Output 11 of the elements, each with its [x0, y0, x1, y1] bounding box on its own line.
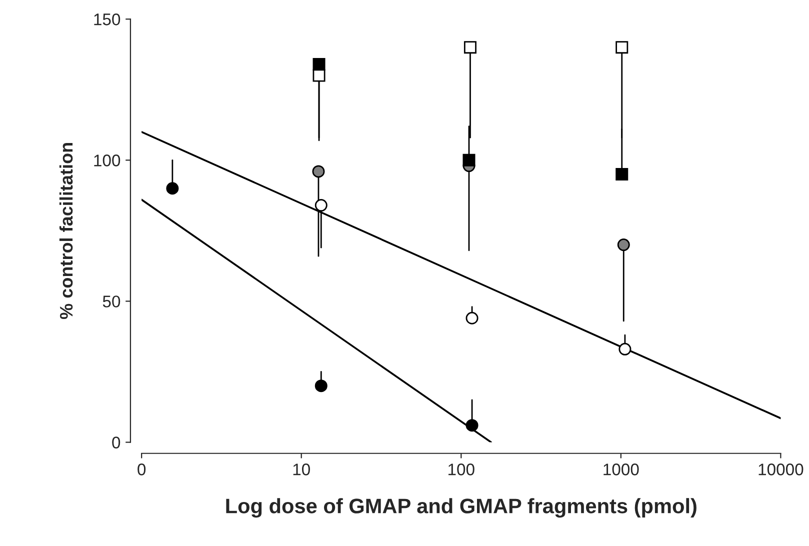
x-tick-label: 100 — [448, 464, 474, 476]
y-tick-label: 100 — [94, 154, 120, 166]
y-tick-label: 50 — [102, 296, 120, 308]
x-axis-title: Log dose of GMAP and GMAP fragments (pmol) — [226, 498, 696, 518]
y-axis-title: % control facilitation — [59, 143, 73, 320]
x-tick-label: 10 — [293, 464, 310, 476]
x-tick-label: 0 — [138, 464, 146, 476]
y-tick-label: 0 — [112, 436, 120, 448]
x-tick-label: 10000 — [758, 464, 804, 476]
x-tick-label: 1000 — [604, 464, 639, 476]
y-tick-label: 150 — [94, 14, 120, 26]
